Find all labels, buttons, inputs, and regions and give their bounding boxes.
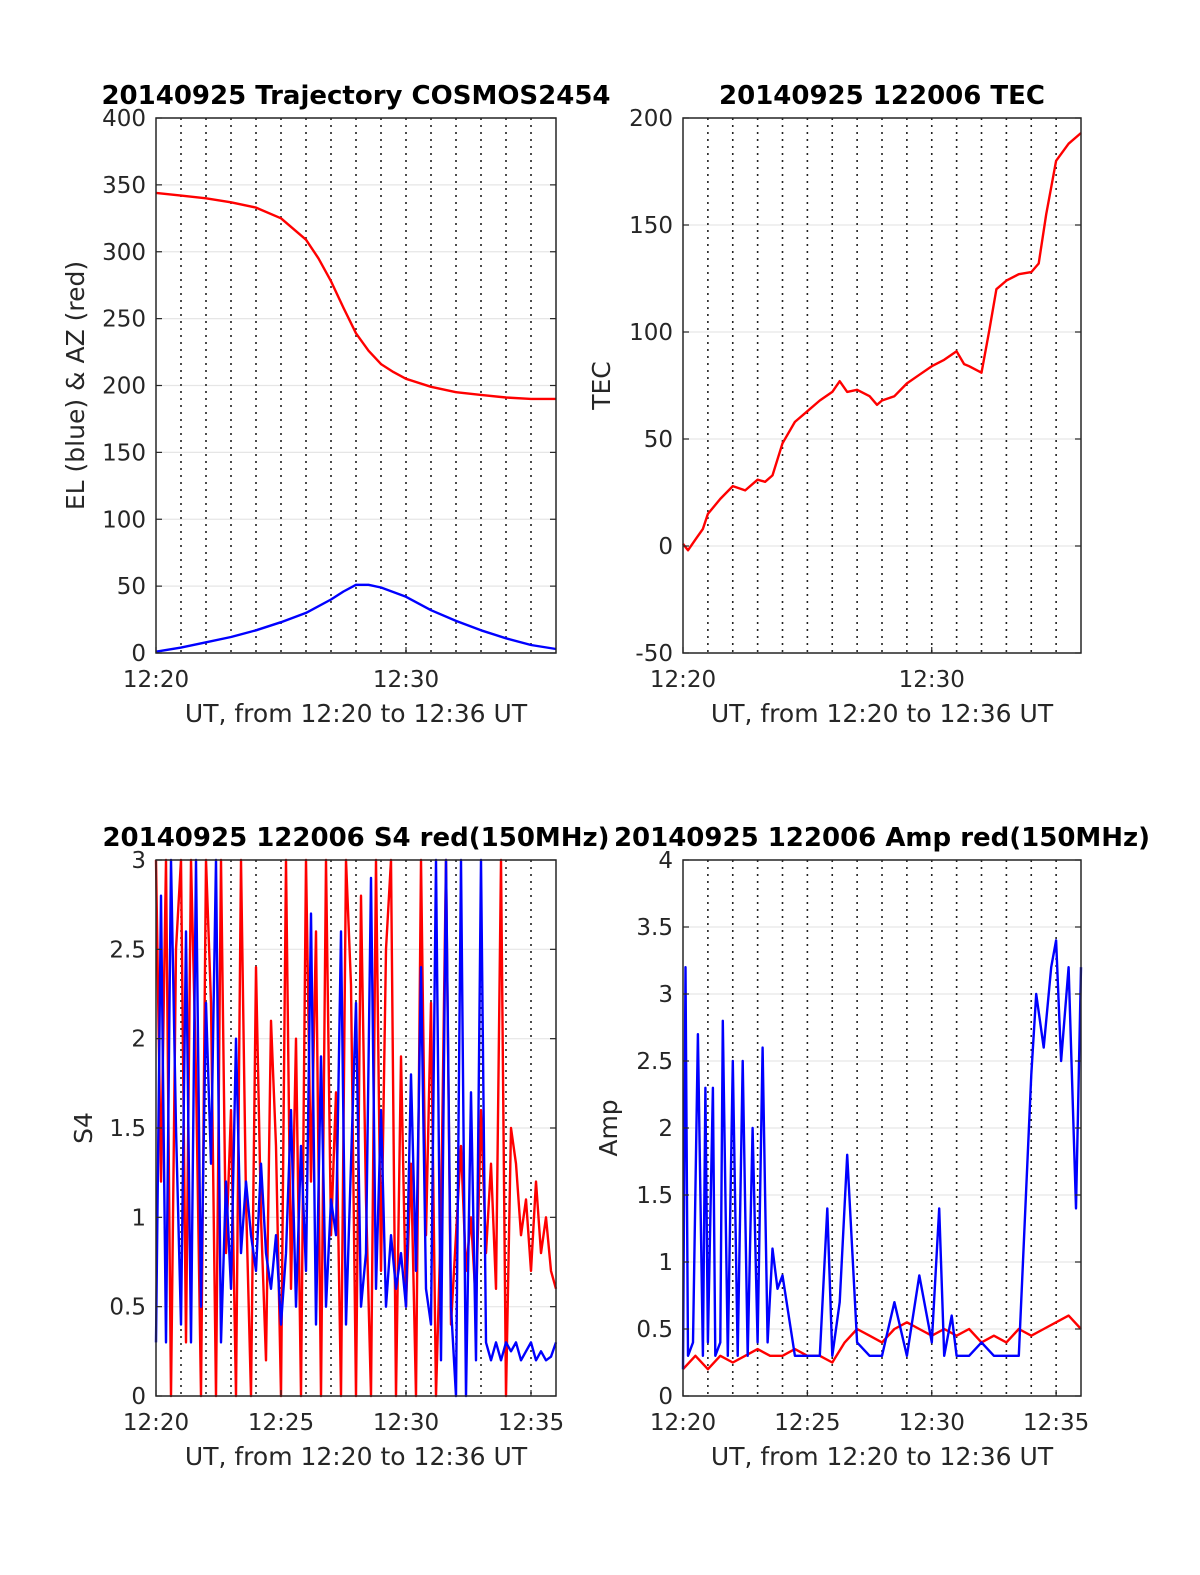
chart-title: 20140925 122006 Amp red(150MHz) xyxy=(614,823,1150,853)
series-line-red xyxy=(155,191,556,401)
x-tick-label: 12:20 xyxy=(650,667,716,693)
x-axis-label: UT, from 12:20 to 12:36 UT xyxy=(711,1442,1054,1471)
y-tick-label: 300 xyxy=(102,240,146,266)
x-tick-label: 12:20 xyxy=(123,1410,189,1436)
y-tick-label: 400 xyxy=(102,106,146,132)
y-axis-label: S4 xyxy=(69,1112,98,1144)
x-tick-label: 12:25 xyxy=(248,1410,314,1436)
chart-title: 20140925 122006 S4 red(150MHz) xyxy=(102,823,609,853)
y-tick-label: 50 xyxy=(117,574,146,600)
x-tick-label: 12:35 xyxy=(498,1410,564,1436)
chart-trajectory: 0 50 100 150 200 250 300 350 400 12:20 12:30 201409… xyxy=(61,81,611,728)
y-tick-label: 150 xyxy=(629,213,673,239)
y-tick-label: 0 xyxy=(131,641,146,667)
y-tick-label: 200 xyxy=(102,374,146,400)
series-line-blue xyxy=(155,583,557,653)
y-tick-label: 0 xyxy=(658,534,673,560)
y-tick-label: -50 xyxy=(635,641,673,667)
x-axis-label: UT, from 12:20 to 12:36 UT xyxy=(185,1442,528,1471)
y-tick-label: 4 xyxy=(658,848,673,874)
axes-box xyxy=(682,117,1082,654)
y-axis-label: Amp xyxy=(594,1099,623,1156)
y-tick-label: 1 xyxy=(131,1205,146,1231)
x-axis-label: UT, from 12:20 to 12:36 UT xyxy=(185,699,528,728)
x-tick-label: 12:30 xyxy=(373,667,439,693)
x-tick-label: 12:25 xyxy=(774,1410,840,1436)
y-tick-label: 0.5 xyxy=(109,1295,146,1321)
y-tick-label: 200 xyxy=(629,106,673,132)
y-tick-label: 1.5 xyxy=(109,1116,146,1142)
chart-title: 20140925 Trajectory COSMOS2454 xyxy=(101,81,610,111)
y-tick-label: 100 xyxy=(629,320,673,346)
y-tick-label: 0 xyxy=(658,1384,673,1410)
y-tick-label: 2.5 xyxy=(636,1049,673,1075)
chart-amp: 0 0.5 1 1.5 2 2.5 3 3.5 4 12:20 12:25 12:30 12:35 201… xyxy=(594,823,1150,1471)
y-tick-label: 0 xyxy=(131,1384,146,1410)
y-tick-label: 2 xyxy=(658,1116,673,1142)
x-tick-label: 12:35 xyxy=(1023,1410,1089,1436)
x-axis-label: UT, from 12:20 to 12:36 UT xyxy=(711,699,1054,728)
chart-s4: 0 0.5 1 1.5 2 2.5 3 12:20 12:25 12:30 12:35 2014092… xyxy=(69,823,610,1471)
series-line-blue xyxy=(154,858,558,1398)
series-line-blue xyxy=(681,939,1083,1370)
y-tick-label: 0.5 xyxy=(636,1317,673,1343)
y-tick-label: 1 xyxy=(658,1250,673,1276)
y-tick-label: 350 xyxy=(102,173,146,199)
y-axis-label: TEC xyxy=(587,361,616,411)
series-line-red xyxy=(682,1314,1082,1371)
y-tick-label: 2.5 xyxy=(109,937,146,963)
x-tick-label: 12:30 xyxy=(899,667,965,693)
y-tick-label: 3.5 xyxy=(636,915,673,941)
chart-title: 20140925 122006 TEC xyxy=(719,81,1045,111)
series-line-red xyxy=(682,132,1082,552)
y-tick-label: 150 xyxy=(102,440,146,466)
y-tick-label: 50 xyxy=(644,427,673,453)
y-tick-label: 3 xyxy=(131,848,146,874)
x-tick-label: 12:20 xyxy=(123,667,189,693)
y-axis-label: EL (blue) & AZ (red) xyxy=(61,261,90,510)
y-tick-label: 2 xyxy=(131,1027,146,1053)
y-tick-label: 100 xyxy=(102,507,146,533)
y-tick-label: 1.5 xyxy=(636,1183,673,1209)
y-tick-label: 250 xyxy=(102,307,146,333)
chart-tec: -50 0 50 100 150 200 12:20 12:30 20140925 122006… xyxy=(587,81,1082,728)
x-tick-label: 12:30 xyxy=(373,1410,439,1436)
x-tick-label: 12:20 xyxy=(650,1410,716,1436)
y-tick-label: 3 xyxy=(658,982,673,1008)
x-tick-label: 12:30 xyxy=(899,1410,965,1436)
